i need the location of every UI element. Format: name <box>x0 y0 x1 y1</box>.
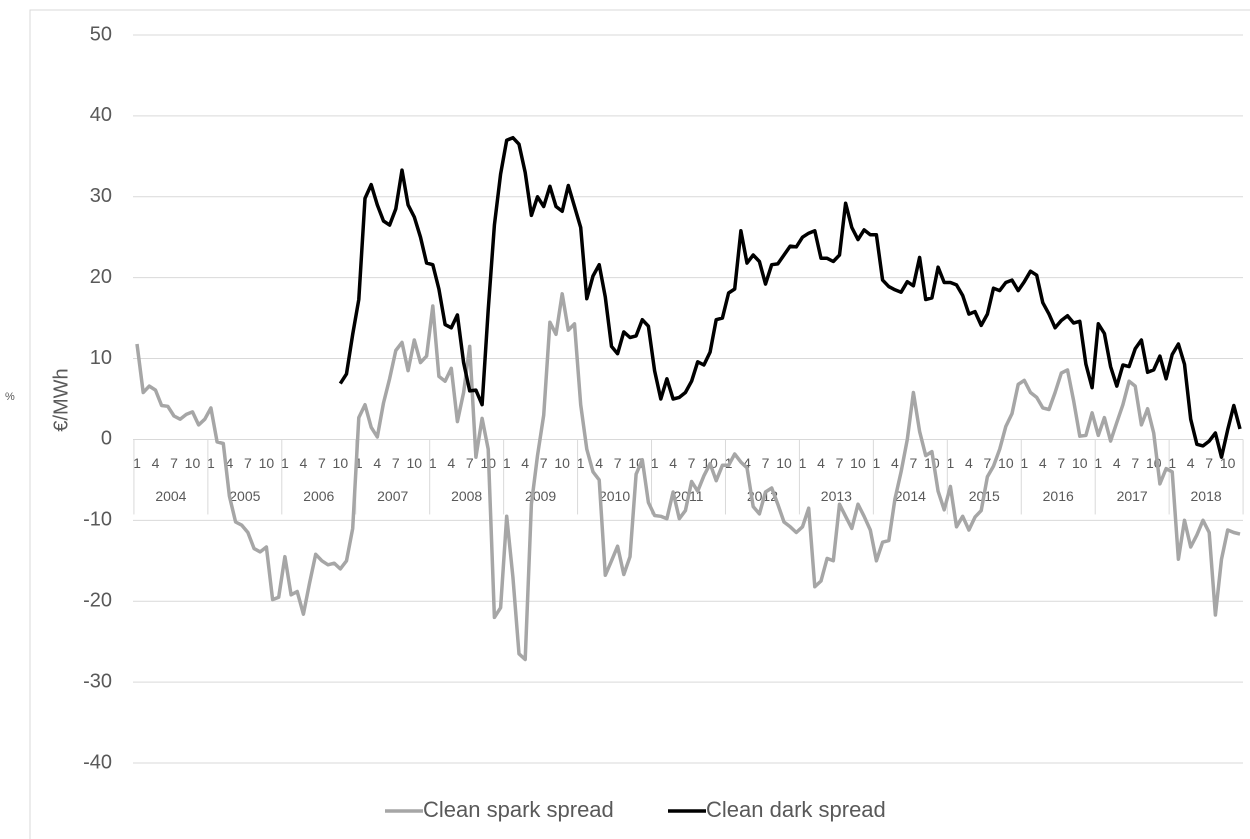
x-tick-label: 7 <box>762 455 770 471</box>
x-tick-label: 1 <box>355 455 363 471</box>
x-tick-label: 1 <box>1094 455 1102 471</box>
x-tick-label: 7 <box>983 455 991 471</box>
x-tick-label: 4 <box>817 455 825 471</box>
x-tick-label: 7 <box>910 455 918 471</box>
x-tick-label: 4 <box>743 455 751 471</box>
x-tick-label: 4 <box>891 455 899 471</box>
x-tick-label: 10 <box>776 455 792 471</box>
x-tick-label: 4 <box>521 455 529 471</box>
x-tick-label: 10 <box>1220 455 1236 471</box>
x-tick-label: 4 <box>152 455 160 471</box>
x-tick-label: 4 <box>595 455 603 471</box>
x-tick-label: 1 <box>577 455 585 471</box>
x-tick-label: 7 <box>836 455 844 471</box>
x-tick-label: 4 <box>299 455 307 471</box>
y-tick-label: 0 <box>101 428 112 450</box>
x-tick-label: 1 <box>207 455 215 471</box>
x-tick-label: 1 <box>133 455 141 471</box>
legend-label: Clean spark spread <box>423 797 614 822</box>
y-tick-label: 40 <box>90 104 112 126</box>
x-tick-label: 1 <box>946 455 954 471</box>
x-tick-label: 1 <box>1020 455 1028 471</box>
x-tick-label: 10 <box>185 455 201 471</box>
y-tick-label: -10 <box>83 509 112 531</box>
y-tick-label: -30 <box>83 670 112 692</box>
y-tick-label: 10 <box>90 347 112 369</box>
y-axis-label: €/MWh <box>50 368 72 431</box>
x-tick-label: 7 <box>466 455 474 471</box>
x-tick-label: 1 <box>651 455 659 471</box>
x-tick-label: 4 <box>1039 455 1047 471</box>
y-tick-label: 30 <box>90 185 112 207</box>
x-tick-label: 1 <box>799 455 807 471</box>
x-tick-label: 7 <box>1131 455 1139 471</box>
x-tick-label: 10 <box>998 455 1014 471</box>
chart-frame <box>29 9 1250 839</box>
series-line <box>135 292 1241 662</box>
x-tick-label: 4 <box>447 455 455 471</box>
x-tick-label: 1 <box>873 455 881 471</box>
x-tick-label: 7 <box>1205 455 1213 471</box>
x-tick-label: 7 <box>244 455 252 471</box>
x-tick-label: 10 <box>333 455 349 471</box>
year-label: 2014 <box>895 488 926 504</box>
legend-label: Clean dark spread <box>706 797 886 822</box>
x-tick-label: 7 <box>688 455 696 471</box>
x-tick-label: 4 <box>1113 455 1121 471</box>
x-tick-label: 1 <box>1168 455 1176 471</box>
year-label: 2010 <box>599 488 630 504</box>
x-tick-label: 4 <box>226 455 234 471</box>
series-line <box>338 135 1242 459</box>
year-label: 2017 <box>1117 488 1148 504</box>
y-tick-label: 50 <box>90 23 112 45</box>
x-tick-label: 10 <box>554 455 570 471</box>
x-tick-label: 4 <box>965 455 973 471</box>
x-tick-label: 7 <box>392 455 400 471</box>
year-label: 2006 <box>303 488 334 504</box>
year-label: 2009 <box>525 488 556 504</box>
y-tick-label: -20 <box>83 590 112 612</box>
x-tick-label: 7 <box>170 455 178 471</box>
x-tick-label: 4 <box>1187 455 1195 471</box>
x-tick-label: 1 <box>429 455 437 471</box>
side-note: % <box>5 391 15 403</box>
x-tick-label: 1 <box>281 455 289 471</box>
x-tick-label: 7 <box>1057 455 1065 471</box>
year-label: 2004 <box>155 488 186 504</box>
year-label: 2018 <box>1191 488 1222 504</box>
x-tick-label: 4 <box>669 455 677 471</box>
x-tick-label: 7 <box>540 455 548 471</box>
x-tick-label: 1 <box>503 455 511 471</box>
year-label: 2007 <box>377 488 408 504</box>
year-label: 2013 <box>821 488 852 504</box>
x-tick-label: 7 <box>614 455 622 471</box>
x-tick-label: 7 <box>318 455 326 471</box>
year-label: 2005 <box>229 488 260 504</box>
x-tick-label: 4 <box>373 455 381 471</box>
year-label: 2008 <box>451 488 482 504</box>
y-tick-label: -40 <box>83 751 112 773</box>
x-tick-label: 10 <box>1072 455 1088 471</box>
y-tick-label: 20 <box>90 266 112 288</box>
x-tick-label: 10 <box>407 455 423 471</box>
x-tick-label: 10 <box>850 455 866 471</box>
x-tick-label: 10 <box>259 455 275 471</box>
year-label: 2016 <box>1043 488 1074 504</box>
